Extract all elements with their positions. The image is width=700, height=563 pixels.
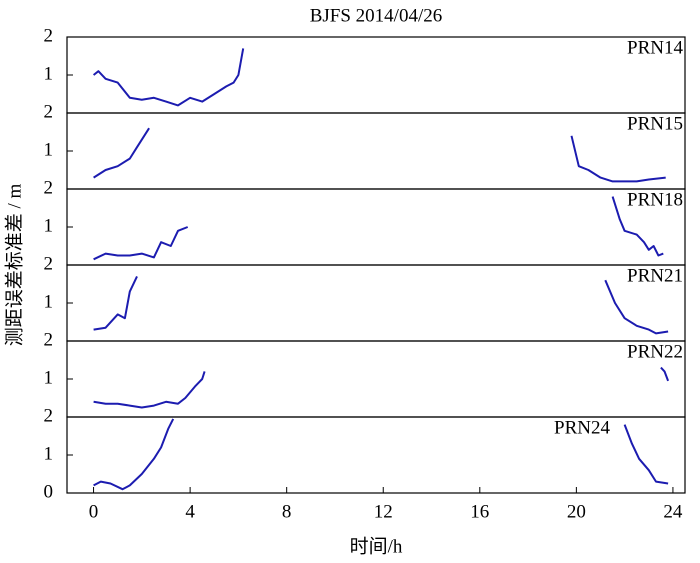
- y-tick-label: 1: [44, 215, 54, 236]
- y-tick-label: 2: [44, 177, 54, 198]
- y-tick-label: 0: [44, 481, 54, 502]
- x-tick-label: 24: [663, 501, 683, 522]
- series-line: [92, 48, 245, 107]
- y-tick-label: 1: [44, 291, 54, 312]
- y-tick-label: 2: [44, 25, 54, 46]
- x-tick-label: 20: [567, 501, 586, 522]
- panel-frame: [66, 112, 686, 190]
- x-tick-label: 16: [470, 501, 489, 522]
- x-tick-label: 12: [374, 501, 393, 522]
- series-line: [93, 366, 670, 409]
- series-line: [93, 127, 666, 183]
- chart-title: BJFS 2014/04/26: [310, 5, 443, 26]
- series-line: [93, 196, 664, 261]
- series-label: PRN15: [627, 113, 683, 134]
- y-tick-label: 1: [44, 443, 54, 464]
- panel-frame: [66, 340, 686, 418]
- panel-frame: [66, 264, 686, 342]
- x-tick-label: 4: [185, 501, 195, 522]
- y-tick-label: 2: [44, 101, 54, 122]
- series-label: PRN14: [627, 37, 683, 58]
- y-axis-label: 测距误差标准差 / m: [3, 184, 25, 347]
- y-tick-label: 1: [44, 139, 54, 160]
- series-line: [93, 275, 669, 335]
- x-axis-label: 时间/h: [350, 535, 403, 557]
- y-tick-label: 2: [44, 253, 54, 274]
- panel-frame: [66, 188, 686, 266]
- y-tick-label: 1: [44, 63, 54, 84]
- series-label: PRN18: [627, 189, 683, 210]
- series-line: [93, 418, 669, 491]
- series-label: PRN24: [554, 417, 610, 438]
- y-tick-label: 2: [44, 405, 54, 426]
- y-tick-label: 1: [44, 367, 54, 388]
- x-tick-label: 8: [282, 501, 292, 522]
- series-label: PRN21: [627, 265, 683, 286]
- series-label: PRN22: [627, 341, 683, 362]
- y-tick-label: 2: [44, 329, 54, 350]
- panel-frame: [66, 36, 686, 114]
- x-tick-label: 0: [89, 501, 99, 522]
